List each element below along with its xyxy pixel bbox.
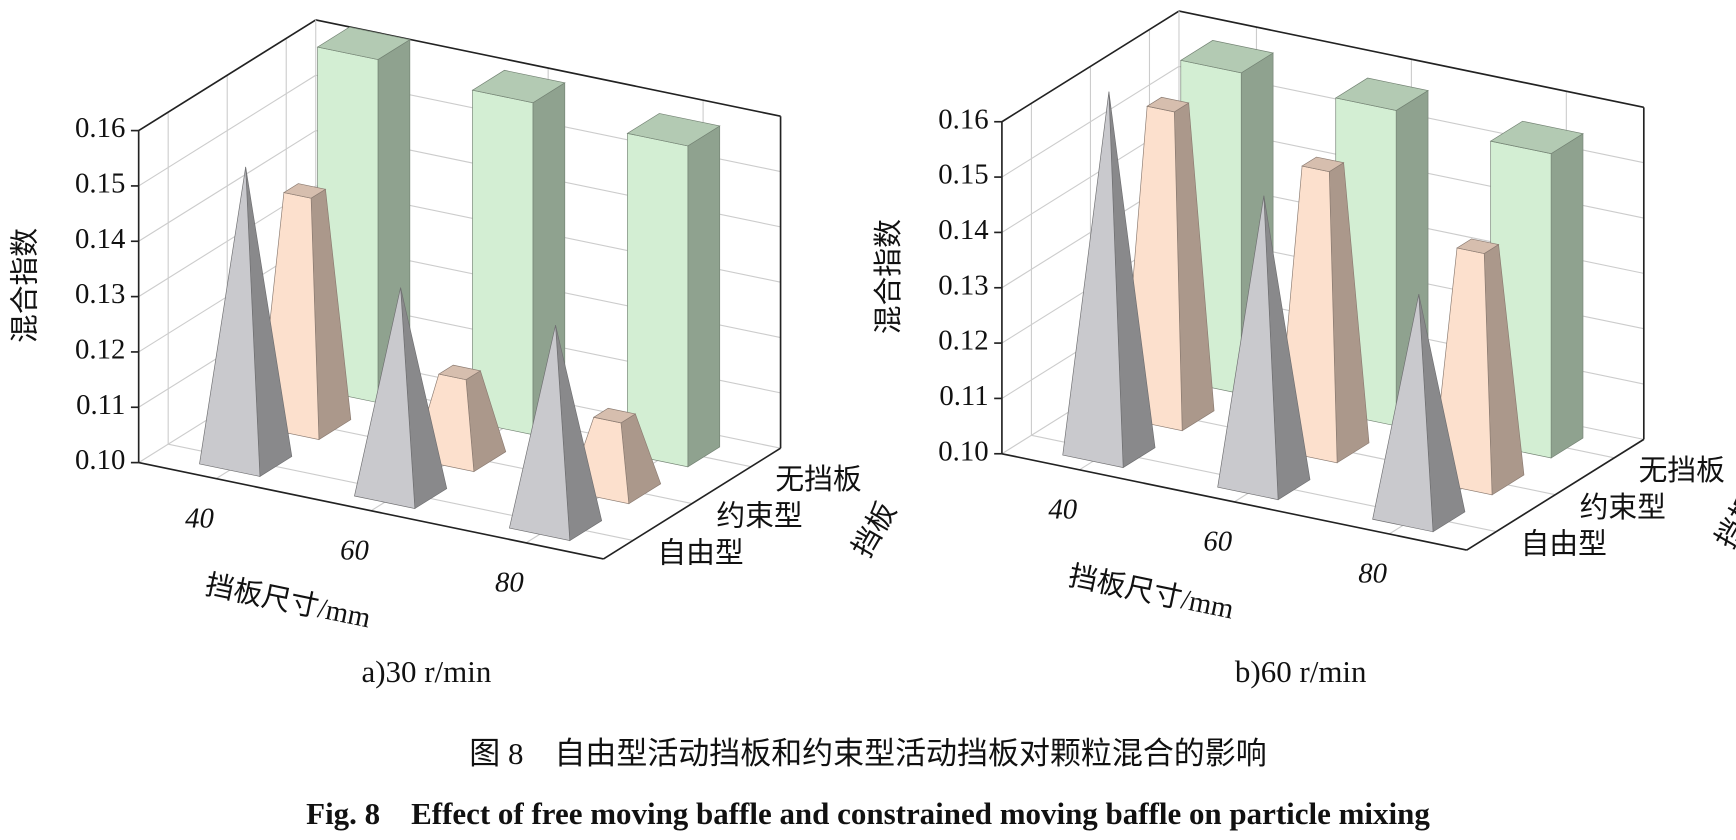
bar-top xyxy=(626,113,721,147)
x-axis-label: 挡板尺寸/mm xyxy=(1066,560,1237,625)
y-tick-label: 0.16 xyxy=(938,103,988,135)
bar-front xyxy=(354,287,416,509)
bar xyxy=(1372,294,1466,533)
y-tick-label: 0.14 xyxy=(75,223,125,255)
bar-front xyxy=(199,166,261,477)
y-tick-label: 0.12 xyxy=(75,334,125,366)
y-tick-label: 0.16 xyxy=(75,112,125,144)
y-tick-label: 0.12 xyxy=(938,325,988,357)
bar xyxy=(1489,120,1584,459)
y-tick-label: 0.13 xyxy=(938,269,988,301)
y-tick-label: 0.15 xyxy=(75,168,125,200)
bar-top xyxy=(1146,96,1190,113)
z-tick-label: 约束型 xyxy=(1580,492,1666,524)
y-tick-label: 0.11 xyxy=(939,380,988,412)
y-tick-label: 0.11 xyxy=(76,389,125,421)
x-axis-label: 挡板尺寸/mm xyxy=(202,569,373,634)
x-axis xyxy=(138,461,604,560)
bar-front xyxy=(1217,195,1279,501)
bar-top xyxy=(1456,238,1500,254)
bar-side xyxy=(1550,133,1584,459)
frame-line xyxy=(1001,10,1180,123)
caption-en: Fig. 8 Effect of free moving baffle and … xyxy=(306,796,1430,831)
bar-top xyxy=(1489,120,1584,154)
frame-line xyxy=(1178,10,1644,109)
bar-top xyxy=(1301,156,1345,172)
bar xyxy=(626,113,721,468)
z-tick-label: 无挡板 xyxy=(775,464,861,496)
bar-top xyxy=(1179,40,1274,74)
bar xyxy=(1217,195,1311,501)
z-tick-label: 约束型 xyxy=(716,501,802,533)
bar xyxy=(508,325,603,542)
bar-top xyxy=(1334,77,1429,111)
x-tick-label: 60 xyxy=(340,534,369,566)
z-axis xyxy=(1466,438,1645,551)
bar-top xyxy=(316,26,411,60)
bar-front xyxy=(1372,294,1434,533)
x-tick-label: 80 xyxy=(495,567,524,599)
bar-top xyxy=(471,69,566,104)
x-axis xyxy=(1001,452,1467,551)
caption-zh: 图 8 自由型活动挡板和约束型活动挡板对颗粒混合的影响 xyxy=(469,736,1266,771)
z-tick-label: 无挡板 xyxy=(1639,455,1725,487)
y-tick-label: 0.10 xyxy=(75,444,125,476)
z-tick-label: 自由型 xyxy=(1521,529,1607,561)
y-axis-label: 混合指数 xyxy=(873,219,905,334)
y-tick-label: 0.15 xyxy=(938,159,988,191)
y-tick-label: 0.10 xyxy=(938,435,988,467)
x-tick-label: 60 xyxy=(1203,526,1232,558)
y-tick-label: 0.14 xyxy=(938,214,988,246)
bar-top xyxy=(592,407,637,424)
z-axis-label: 挡板 xyxy=(847,497,903,563)
z-axis xyxy=(603,447,782,560)
subtitle: a)30 r/min xyxy=(361,654,491,689)
y-tick-label: 0.13 xyxy=(75,278,125,310)
bar xyxy=(199,166,293,478)
y-axis-label: 混合指数 xyxy=(10,228,42,343)
bar-side xyxy=(687,125,721,468)
frame-line xyxy=(138,19,317,132)
bar-top xyxy=(437,364,482,381)
bar xyxy=(354,287,448,510)
bar-front xyxy=(508,325,571,542)
bar-front xyxy=(1062,91,1124,468)
z-tick-label: 自由型 xyxy=(657,538,743,570)
x-tick-label: 40 xyxy=(1048,493,1077,525)
bar xyxy=(1062,91,1156,469)
x-tick-label: 80 xyxy=(1358,558,1387,590)
z-axis-label: 挡板 xyxy=(1710,488,1736,554)
x-tick-label: 40 xyxy=(185,502,214,534)
subtitle: b)60 r/min xyxy=(1235,654,1367,689)
bar-top xyxy=(283,183,327,199)
